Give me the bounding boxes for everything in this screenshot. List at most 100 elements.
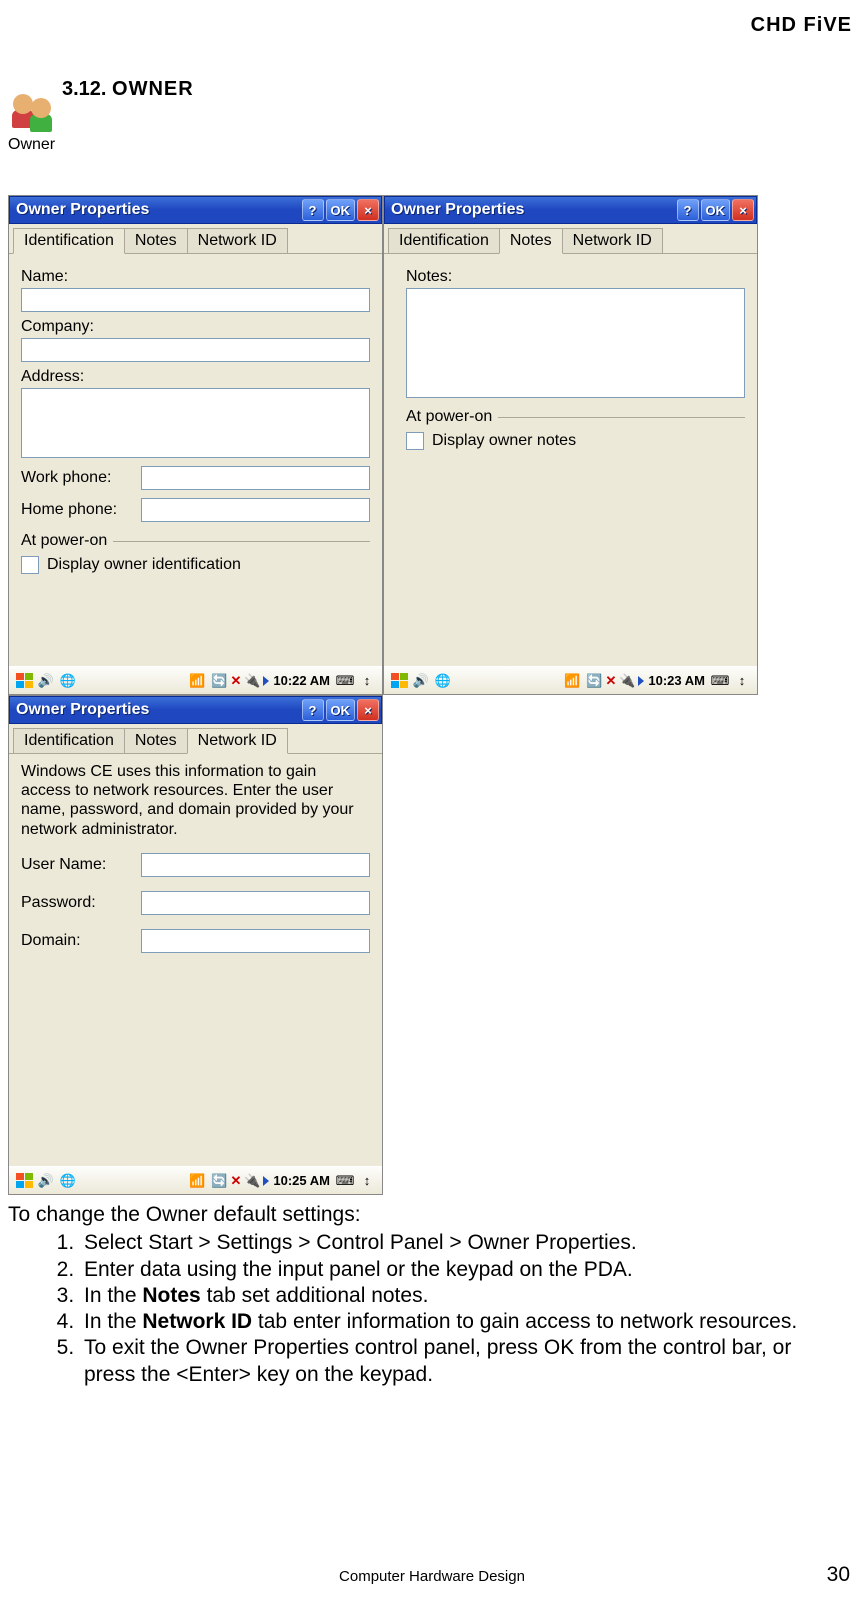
display-owner-notes-checkbox[interactable] bbox=[406, 432, 424, 450]
password-label: Password: bbox=[21, 894, 141, 912]
name-input[interactable] bbox=[21, 288, 370, 312]
notes-input[interactable] bbox=[406, 288, 745, 398]
username-label: User Name: bbox=[21, 856, 141, 874]
company-label: Company: bbox=[21, 318, 370, 336]
tray-icon[interactable]: 🔄 bbox=[210, 1172, 228, 1190]
poweron-group-title: At power-on bbox=[406, 408, 492, 426]
start-icon[interactable] bbox=[15, 672, 33, 690]
instruction-item: In the Notes tab set additional notes. bbox=[80, 1283, 848, 1309]
page-number: 30 bbox=[827, 1563, 850, 1587]
owner-people-icon bbox=[11, 92, 53, 134]
window-title: Owner Properties bbox=[391, 201, 675, 219]
divider bbox=[498, 417, 745, 418]
start-icon[interactable] bbox=[390, 672, 408, 690]
password-input[interactable] bbox=[141, 891, 370, 915]
tray-icon[interactable]: 🌐 bbox=[434, 672, 452, 690]
address-input[interactable] bbox=[21, 388, 370, 458]
expand-tray-icon[interactable] bbox=[263, 676, 269, 686]
tab-notes[interactable]: Notes bbox=[124, 728, 188, 753]
company-input[interactable] bbox=[21, 338, 370, 362]
tray-icon[interactable]: 🔊 bbox=[37, 1172, 55, 1190]
sip-icon[interactable]: ⌨ bbox=[336, 1172, 354, 1190]
name-label: Name: bbox=[21, 268, 370, 286]
sip-icon[interactable]: ⌨ bbox=[336, 672, 354, 690]
tray-icon[interactable]: 🔄 bbox=[585, 672, 603, 690]
poweron-group-title: At power-on bbox=[21, 532, 107, 550]
tray-icon[interactable]: 🌐 bbox=[59, 1172, 77, 1190]
brand-header: CHD FiVE bbox=[751, 14, 852, 37]
tray-icon[interactable]: 📶 bbox=[188, 672, 206, 690]
tray-icon[interactable]: 🔄 bbox=[210, 672, 228, 690]
tab-identification[interactable]: Identification bbox=[388, 228, 500, 253]
username-input[interactable] bbox=[141, 853, 370, 877]
tray-icon[interactable]: 🔊 bbox=[37, 672, 55, 690]
work-phone-input[interactable] bbox=[141, 466, 370, 490]
tray-icon[interactable]: 🌐 bbox=[59, 672, 77, 690]
display-owner-notes-label: Display owner notes bbox=[432, 432, 576, 450]
ok-button[interactable]: OK bbox=[326, 699, 356, 721]
network-description: Windows CE uses this information to gain… bbox=[21, 762, 370, 839]
tray-icon[interactable]: ↕ bbox=[358, 1172, 376, 1190]
tab-network-id[interactable]: Network ID bbox=[187, 728, 288, 754]
ok-button[interactable]: OK bbox=[326, 199, 356, 221]
start-icon[interactable] bbox=[15, 1172, 33, 1190]
titlebar: Owner Properties ? OK × bbox=[9, 196, 382, 224]
window-identification: Owner Properties ? OK × Identification N… bbox=[8, 195, 383, 695]
section-heading: 3.12. OWNER bbox=[62, 78, 194, 101]
tray-icon[interactable]: ✕ bbox=[605, 673, 616, 689]
tray-icon[interactable]: 🔌 bbox=[243, 1172, 261, 1190]
tab-identification[interactable]: Identification bbox=[13, 228, 125, 254]
tray-icon[interactable]: 🔊 bbox=[412, 672, 430, 690]
tab-network-id[interactable]: Network ID bbox=[562, 228, 663, 253]
expand-tray-icon[interactable] bbox=[638, 676, 644, 686]
tray-icon[interactable]: ✕ bbox=[230, 1173, 241, 1189]
close-button[interactable]: × bbox=[357, 699, 379, 721]
owner-icon-block: Owner bbox=[8, 92, 55, 154]
address-label: Address: bbox=[21, 368, 370, 386]
tab-network-id[interactable]: Network ID bbox=[187, 228, 288, 253]
taskbar: 🔊 🌐 📶 🔄 ✕ 🔌 10:25 AM ⌨ ↕ bbox=[9, 1166, 382, 1194]
window-title: Owner Properties bbox=[16, 201, 300, 219]
instruction-item: In the Network ID tab enter information … bbox=[80, 1309, 848, 1335]
window-title: Owner Properties bbox=[16, 701, 300, 719]
instructions-block: To change the Owner default settings: Se… bbox=[8, 1202, 848, 1388]
instruction-item: Enter data using the input panel or the … bbox=[80, 1257, 848, 1283]
notes-label: Notes: bbox=[406, 268, 745, 286]
tabs: Identification Notes Network ID bbox=[9, 724, 382, 754]
tray-icon[interactable]: 🔌 bbox=[618, 672, 636, 690]
tray-icon[interactable]: 🔌 bbox=[243, 672, 261, 690]
help-button[interactable]: ? bbox=[302, 199, 324, 221]
domain-input[interactable] bbox=[141, 929, 370, 953]
home-phone-input[interactable] bbox=[141, 498, 370, 522]
close-button[interactable]: × bbox=[357, 199, 379, 221]
tabs: Identification Notes Network ID bbox=[384, 224, 757, 254]
tray-icon[interactable]: 📶 bbox=[563, 672, 581, 690]
tray-icon[interactable]: ↕ bbox=[733, 672, 751, 690]
sip-icon[interactable]: ⌨ bbox=[711, 672, 729, 690]
instructions-intro: To change the Owner default settings: bbox=[8, 1202, 848, 1228]
display-owner-id-checkbox[interactable] bbox=[21, 556, 39, 574]
tabs: Identification Notes Network ID bbox=[9, 224, 382, 254]
titlebar: Owner Properties ? OK × bbox=[9, 696, 382, 724]
owner-icon-label: Owner bbox=[8, 136, 55, 154]
expand-tray-icon[interactable] bbox=[263, 1176, 269, 1186]
help-button[interactable]: ? bbox=[677, 199, 699, 221]
instructions-list: Select Start > Settings > Control Panel … bbox=[8, 1230, 848, 1388]
taskbar-clock: 10:23 AM bbox=[648, 673, 705, 688]
window-notes: Owner Properties ? OK × Identification N… bbox=[383, 195, 758, 695]
close-button[interactable]: × bbox=[732, 199, 754, 221]
tray-icon[interactable]: ↕ bbox=[358, 672, 376, 690]
tray-icon[interactable]: 📶 bbox=[188, 1172, 206, 1190]
tab-notes[interactable]: Notes bbox=[124, 228, 188, 253]
help-button[interactable]: ? bbox=[302, 699, 324, 721]
taskbar-clock: 10:22 AM bbox=[273, 673, 330, 688]
tray-icon[interactable]: ✕ bbox=[230, 673, 241, 689]
taskbar: 🔊 🌐 📶 🔄 ✕ 🔌 10:23 AM ⌨ ↕ bbox=[384, 666, 757, 694]
tab-identification[interactable]: Identification bbox=[13, 728, 125, 753]
section-title-text: OWNER bbox=[112, 78, 194, 100]
work-phone-label: Work phone: bbox=[21, 469, 141, 487]
tab-notes[interactable]: Notes bbox=[499, 228, 563, 254]
taskbar: 🔊 🌐 📶 🔄 ✕ 🔌 10:22 AM ⌨ ↕ bbox=[9, 666, 382, 694]
ok-button[interactable]: OK bbox=[701, 199, 731, 221]
domain-label: Domain: bbox=[21, 932, 141, 950]
